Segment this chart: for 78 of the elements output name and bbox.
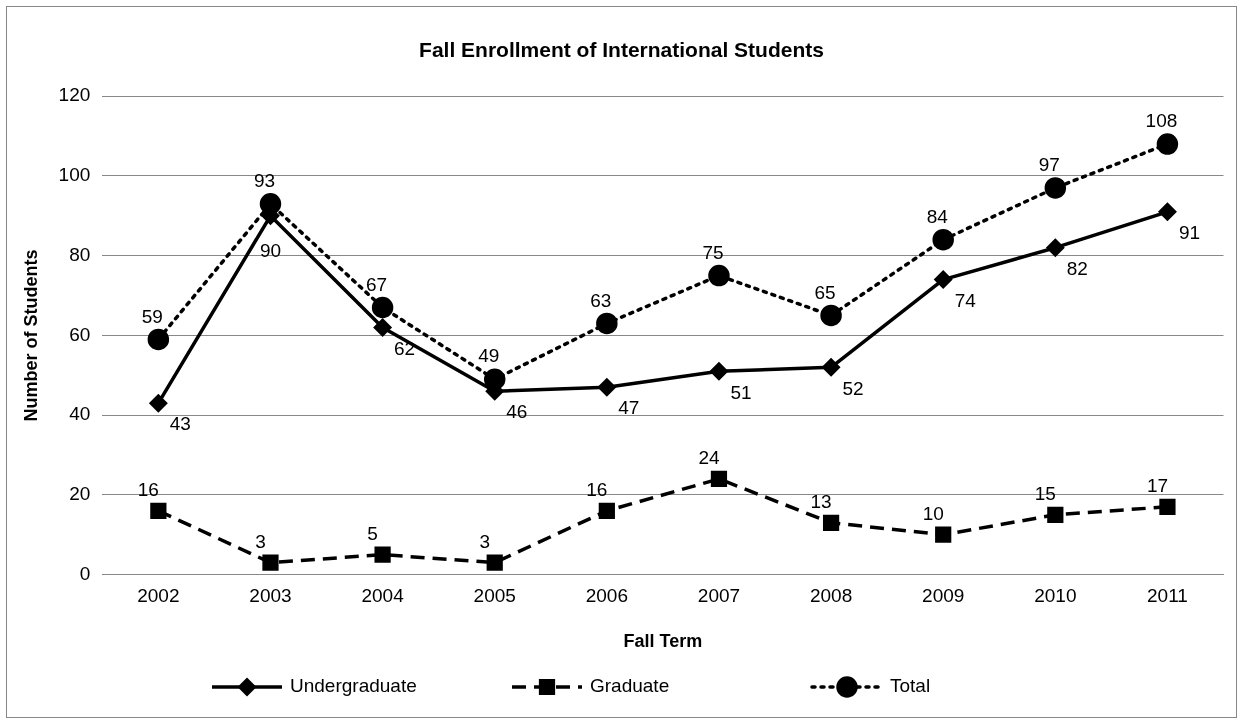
data-label: 24	[698, 447, 720, 469]
legend-label: Graduate	[590, 675, 670, 697]
point	[1156, 133, 1179, 155]
x-tick-label: 2004	[361, 585, 405, 607]
point	[262, 554, 279, 571]
point	[1044, 177, 1067, 199]
data-label: 47	[618, 397, 640, 419]
data-label: 13	[810, 491, 832, 513]
data-label: 49	[478, 345, 500, 367]
point	[934, 270, 952, 289]
point	[822, 358, 840, 377]
point	[150, 502, 167, 519]
point	[932, 228, 954, 251]
data-label: 52	[842, 377, 864, 399]
point	[1158, 203, 1177, 221]
point	[598, 378, 616, 396]
legend-label: Undergraduate	[290, 675, 417, 697]
x-tick-label: 2008	[809, 585, 853, 607]
y-tick-label: 100	[58, 164, 91, 186]
x-tick-label: 2003	[249, 585, 292, 607]
x-tick-label: 2002	[137, 585, 180, 607]
data-label: 74	[954, 289, 977, 311]
data-label: 51	[730, 381, 752, 403]
y-tick-label: 0	[79, 562, 91, 584]
data-label: 59	[141, 305, 163, 327]
data-label: 43	[169, 413, 191, 435]
y-tick-label: 40	[69, 403, 91, 425]
point	[373, 318, 392, 337]
x-tick-label: 2011	[1147, 585, 1188, 607]
point	[1047, 506, 1064, 523]
point	[374, 546, 391, 563]
data-label: 65	[814, 281, 836, 303]
x-tick-label: 2010	[1034, 585, 1077, 607]
y-tick-label: 20	[69, 483, 91, 505]
data-label: 75	[702, 241, 724, 263]
chart-title: Fall Enrollment of International Students	[419, 38, 824, 62]
point	[935, 526, 952, 543]
x-tick-label: 2007	[697, 585, 741, 607]
data-label: 93	[253, 170, 276, 192]
y-tick-label: 120	[58, 84, 91, 106]
point	[708, 264, 730, 287]
point	[1046, 238, 1065, 257]
point	[371, 296, 394, 319]
point	[1159, 498, 1176, 515]
y-tick-label: 60	[69, 323, 91, 345]
data-label: 46	[506, 401, 528, 423]
data-label: 3	[255, 530, 266, 552]
point	[149, 394, 168, 412]
data-label: 15	[1034, 483, 1056, 505]
data-label: 97	[1038, 154, 1060, 176]
data-label: 91	[1178, 222, 1201, 244]
point	[147, 328, 170, 351]
data-label: 82	[1066, 257, 1088, 279]
y-axis-title: Number of Students	[20, 249, 41, 422]
data-label: 5	[367, 522, 378, 544]
x-tick-label: 2009	[922, 585, 965, 607]
legend-label: Total	[890, 675, 931, 697]
data-label: 16	[586, 479, 608, 501]
point	[486, 554, 503, 571]
x-axis-title: Fall Term	[623, 631, 703, 652]
data-label: 16	[137, 479, 159, 501]
point	[710, 362, 728, 381]
data-label: 10	[922, 502, 944, 524]
point	[820, 304, 842, 327]
data-label: 90	[259, 240, 282, 262]
point	[598, 502, 615, 519]
data-label: 17	[1146, 475, 1169, 497]
x-tick-label: 2006	[585, 585, 628, 607]
data-label: 3	[479, 530, 491, 552]
data-label: 108	[1145, 110, 1178, 132]
x-tick-label: 2005	[473, 585, 516, 607]
data-label: 84	[926, 205, 949, 227]
y-tick-label: 80	[69, 243, 91, 265]
data-label: 63	[590, 289, 612, 311]
point	[710, 470, 728, 488]
data-label: 67	[366, 273, 388, 295]
point	[596, 312, 618, 335]
point	[822, 514, 840, 531]
